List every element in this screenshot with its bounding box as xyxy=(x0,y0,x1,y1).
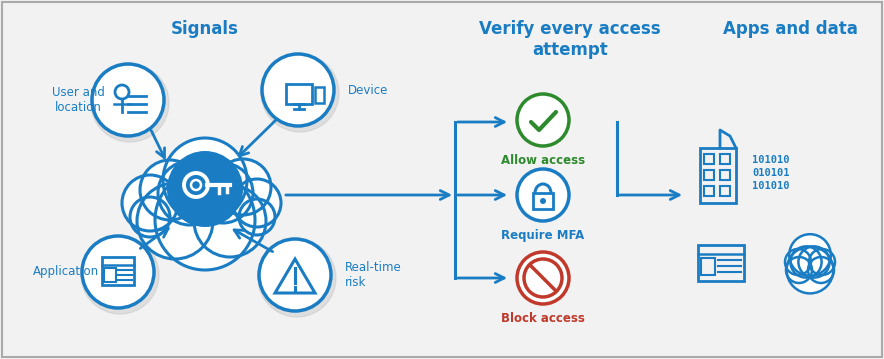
Circle shape xyxy=(540,198,546,204)
Circle shape xyxy=(786,257,812,283)
Circle shape xyxy=(787,247,834,293)
Bar xyxy=(704,154,714,164)
Circle shape xyxy=(798,246,829,278)
Bar xyxy=(104,268,116,282)
Circle shape xyxy=(262,54,334,126)
Circle shape xyxy=(130,197,170,237)
Circle shape xyxy=(517,169,569,221)
Circle shape xyxy=(785,249,811,275)
Circle shape xyxy=(92,64,164,136)
Bar xyxy=(720,154,730,164)
Circle shape xyxy=(517,252,569,304)
Bar xyxy=(720,186,730,196)
Circle shape xyxy=(239,199,275,235)
Bar xyxy=(720,170,730,180)
Circle shape xyxy=(167,151,243,227)
Text: Application: Application xyxy=(33,266,99,279)
Text: Device: Device xyxy=(348,84,388,97)
Bar xyxy=(704,186,714,196)
Circle shape xyxy=(808,257,834,283)
Text: 101010
010101
101010: 101010 010101 101010 xyxy=(752,155,789,191)
Text: Signals: Signals xyxy=(171,20,239,38)
Circle shape xyxy=(81,236,159,314)
Circle shape xyxy=(82,236,154,308)
Text: Block access: Block access xyxy=(501,312,585,325)
Circle shape xyxy=(215,159,271,215)
Bar xyxy=(700,148,736,203)
Circle shape xyxy=(517,94,569,146)
Bar xyxy=(315,87,324,103)
Circle shape xyxy=(258,239,336,317)
Circle shape xyxy=(155,170,255,270)
Circle shape xyxy=(122,175,178,231)
Circle shape xyxy=(233,179,281,227)
Bar xyxy=(704,170,714,180)
Circle shape xyxy=(789,234,831,276)
Text: Allow access: Allow access xyxy=(501,154,585,167)
Circle shape xyxy=(790,246,821,278)
Text: Verify every access
attempt: Verify every access attempt xyxy=(479,20,661,59)
Circle shape xyxy=(158,161,222,225)
Bar xyxy=(701,258,715,275)
Circle shape xyxy=(91,64,169,142)
Bar xyxy=(698,245,744,281)
Text: Real-time
risk: Real-time risk xyxy=(345,261,401,289)
Circle shape xyxy=(193,163,253,223)
Circle shape xyxy=(259,239,331,311)
Circle shape xyxy=(194,185,266,257)
Text: User and
location: User and location xyxy=(51,86,104,114)
Bar xyxy=(102,257,134,285)
Bar xyxy=(286,84,312,104)
Circle shape xyxy=(809,249,835,275)
Circle shape xyxy=(163,138,247,222)
Circle shape xyxy=(140,160,200,220)
Circle shape xyxy=(191,180,201,190)
Text: Require MFA: Require MFA xyxy=(501,228,584,242)
Bar xyxy=(533,193,553,209)
Text: Apps and data: Apps and data xyxy=(722,20,857,38)
Circle shape xyxy=(137,183,213,259)
Circle shape xyxy=(261,54,339,132)
